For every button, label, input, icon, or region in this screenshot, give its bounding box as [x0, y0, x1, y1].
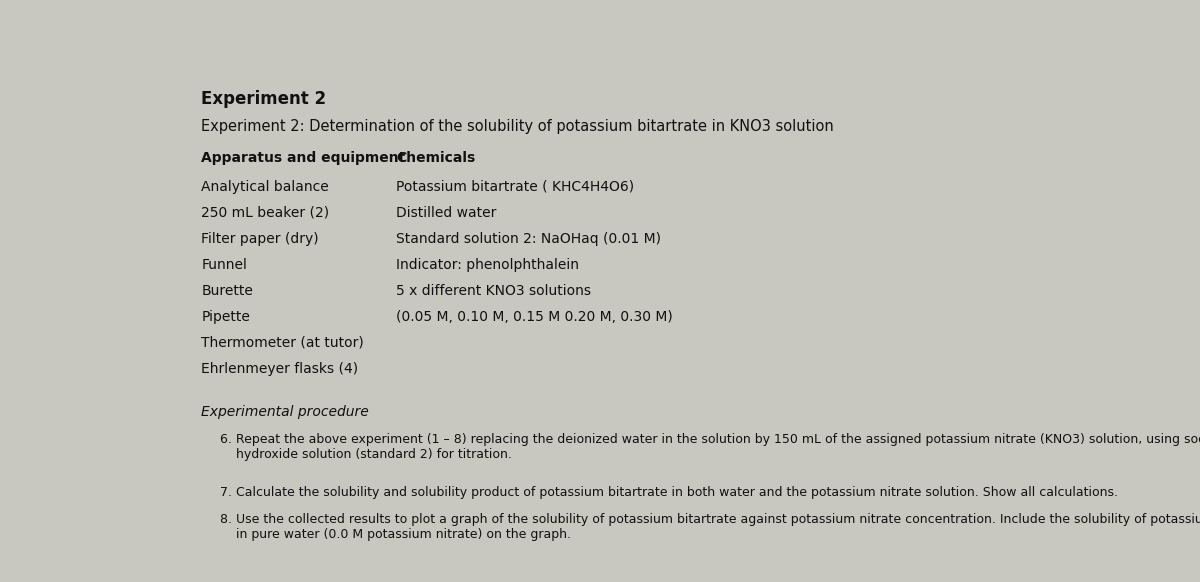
Text: 8. Use the collected results to plot a graph of the solubility of potassium bita: 8. Use the collected results to plot a g… [220, 513, 1200, 541]
Text: Indicator: phenolphthalein: Indicator: phenolphthalein [396, 258, 580, 272]
Text: Analytical balance: Analytical balance [202, 180, 329, 194]
Text: 6. Repeat the above experiment (1 – 8) replacing the deionized water in the solu: 6. Repeat the above experiment (1 – 8) r… [220, 433, 1200, 462]
Text: Distilled water: Distilled water [396, 205, 497, 219]
Text: Apparatus and equipment: Apparatus and equipment [202, 151, 406, 165]
Text: Experimental procedure: Experimental procedure [202, 406, 368, 420]
Text: Ehrlenmeyer flasks (4): Ehrlenmeyer flasks (4) [202, 361, 359, 375]
Text: Thermometer (at tutor): Thermometer (at tutor) [202, 336, 364, 350]
Text: 7. Calculate the solubility and solubility product of potassium bitartrate in bo: 7. Calculate the solubility and solubili… [220, 486, 1117, 499]
Text: (0.05 M, 0.10 M, 0.15 M 0.20 M, 0.30 M): (0.05 M, 0.10 M, 0.15 M 0.20 M, 0.30 M) [396, 310, 673, 324]
Text: Burette: Burette [202, 283, 253, 297]
Text: Funnel: Funnel [202, 258, 247, 272]
Text: 5 x different KNO3 solutions: 5 x different KNO3 solutions [396, 283, 592, 297]
Text: 250 mL beaker (2): 250 mL beaker (2) [202, 205, 329, 219]
Text: Pipette: Pipette [202, 310, 250, 324]
Text: Chemicals: Chemicals [396, 151, 475, 165]
Text: Standard solution 2: NaOHaq (0.01 M): Standard solution 2: NaOHaq (0.01 M) [396, 232, 661, 246]
Text: Experiment 2: Determination of the solubility of potassium bitartrate in KNO3 so: Experiment 2: Determination of the solub… [202, 119, 834, 134]
Text: Potassium bitartrate ( KHC4H4O6): Potassium bitartrate ( KHC4H4O6) [396, 180, 635, 194]
Text: Experiment 2: Experiment 2 [202, 90, 326, 108]
Text: Filter paper (dry): Filter paper (dry) [202, 232, 319, 246]
